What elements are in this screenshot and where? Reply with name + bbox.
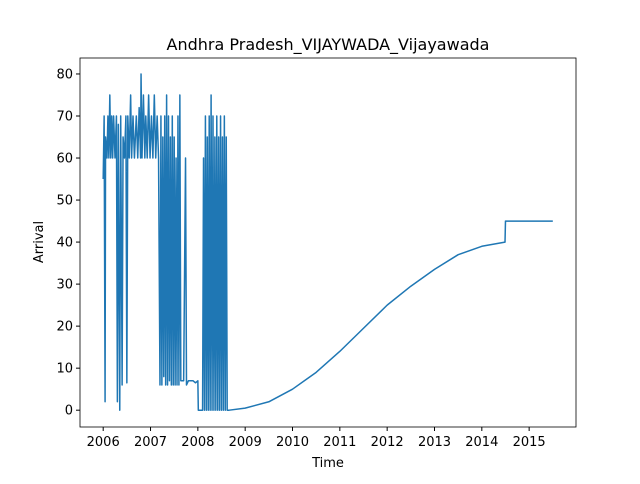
- y-tick-label: 10: [56, 362, 73, 377]
- x-tick-label: 2009: [229, 435, 262, 450]
- x-tick-label: 2006: [87, 435, 120, 450]
- plot-frame: [79, 57, 577, 428]
- y-tick-label: 40: [56, 236, 73, 251]
- y-tick-label: 60: [56, 152, 73, 167]
- chart-title: Andhra Pradesh_VIJAYWADA_Vijayawada: [167, 35, 490, 55]
- x-tick-label: 2008: [181, 435, 214, 450]
- x-tick-label: 2007: [134, 435, 167, 450]
- x-tick-label: 2015: [513, 435, 546, 450]
- x-axis-label: Time: [311, 456, 344, 471]
- y-tick-label: 50: [56, 194, 73, 209]
- x-tick-label: 2012: [371, 435, 404, 450]
- y-axis-label: Arrival: [32, 221, 47, 263]
- y-tick-label: 20: [56, 320, 73, 335]
- data-line: [102, 73, 553, 411]
- x-tick-label: 2011: [323, 435, 356, 450]
- x-tick-label: 2013: [418, 435, 451, 450]
- y-tick-label: 70: [56, 109, 73, 124]
- y-tick-label: 0: [65, 404, 73, 419]
- y-tick-label: 30: [56, 278, 73, 293]
- x-tick-label: 2010: [276, 435, 309, 450]
- y-tick-label: 80: [56, 67, 73, 82]
- x-tick-label: 2014: [465, 435, 498, 450]
